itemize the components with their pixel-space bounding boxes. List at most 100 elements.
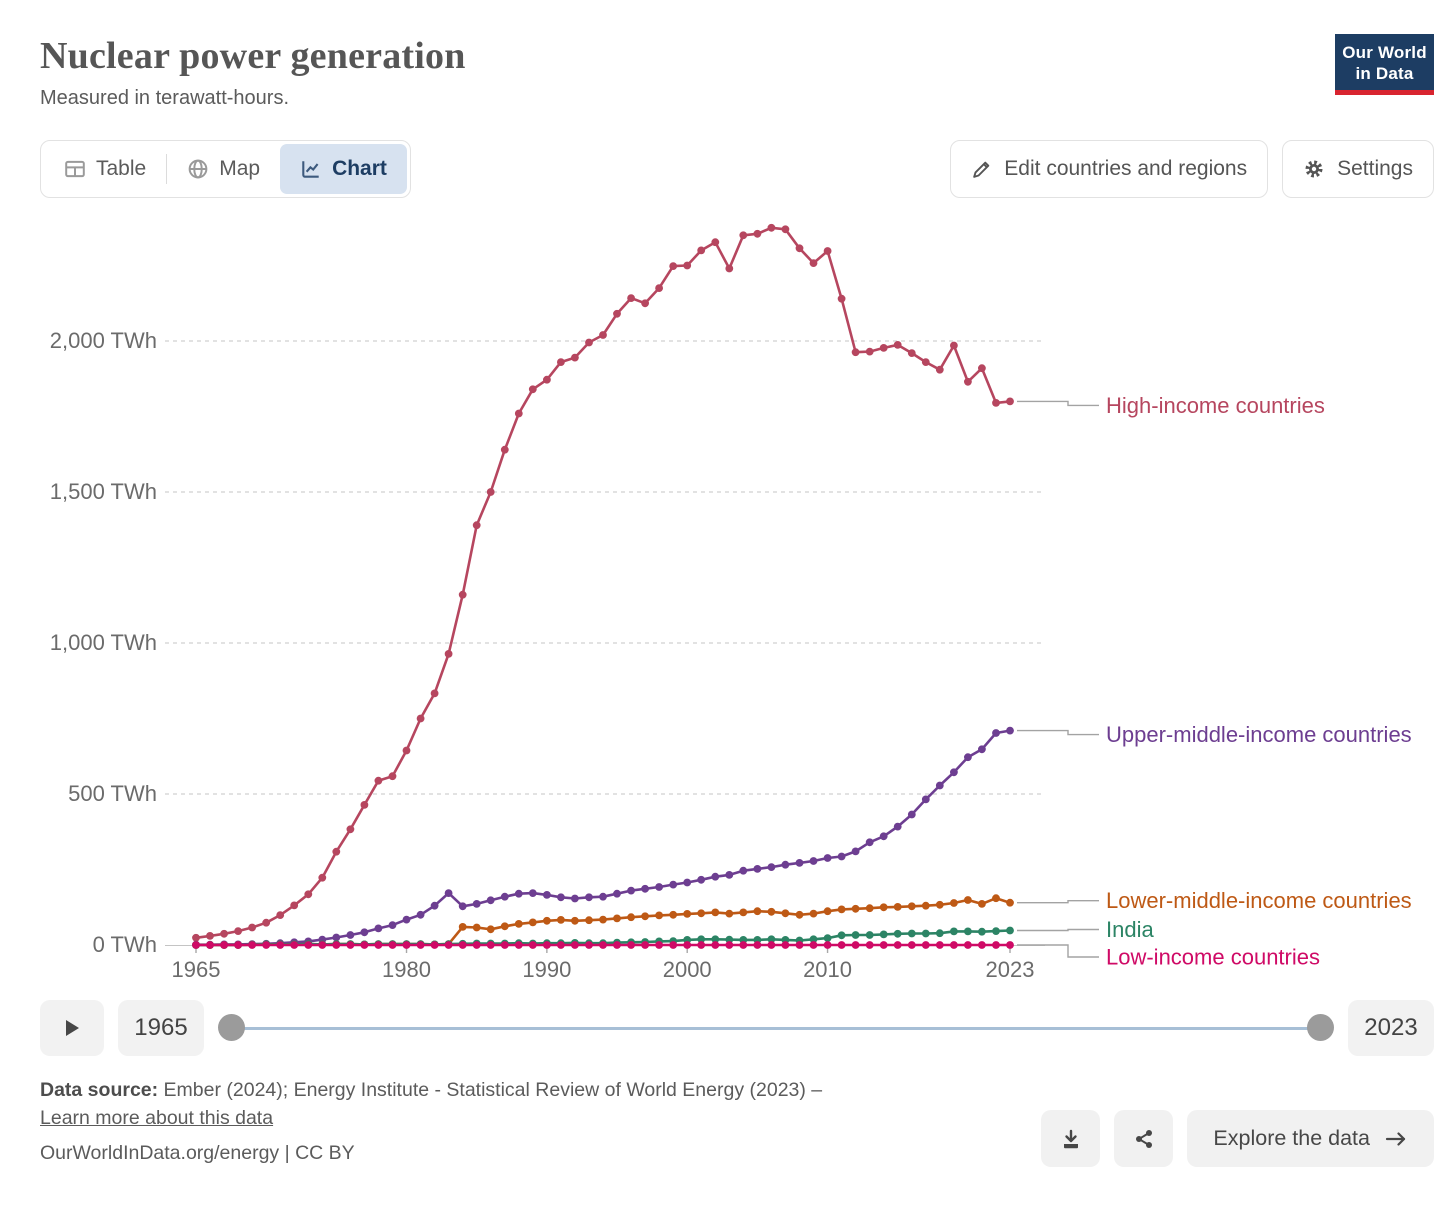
timeline-start-handle[interactable] — [218, 1014, 245, 1041]
series-point[interactable] — [402, 941, 411, 949]
series-point[interactable] — [458, 941, 467, 949]
tab-map[interactable]: Map — [167, 144, 280, 194]
series-point[interactable] — [486, 941, 495, 949]
series-point[interactable] — [388, 772, 397, 781]
series-point[interactable] — [528, 889, 537, 897]
series-point[interactable] — [346, 931, 355, 939]
series-point[interactable] — [753, 229, 762, 238]
series-point[interactable] — [528, 941, 537, 949]
series-point[interactable] — [192, 933, 200, 942]
series-point[interactable] — [767, 863, 776, 871]
series-point[interactable] — [613, 889, 621, 898]
series-point[interactable] — [964, 753, 972, 762]
series-point[interactable] — [641, 299, 649, 308]
series-point[interactable] — [290, 901, 299, 910]
series-point[interactable] — [248, 941, 256, 949]
series-point[interactable] — [1006, 397, 1014, 406]
series-point[interactable] — [739, 908, 748, 917]
timeline-slider-track[interactable] — [231, 1026, 1321, 1030]
series-point[interactable] — [697, 941, 706, 949]
chart-canvas[interactable]: 0 TWh 500 TWh 1,000 TWh 1,500 TWh 2,000 TWh 1… — [0, 210, 1456, 990]
series-point[interactable] — [627, 886, 635, 895]
series-point[interactable] — [851, 941, 860, 949]
series-point[interactable] — [907, 941, 916, 949]
series-point[interactable] — [599, 941, 607, 949]
download-button[interactable] — [1041, 1110, 1101, 1168]
series-point[interactable] — [879, 930, 888, 939]
series-point[interactable] — [865, 931, 874, 939]
series-point[interactable] — [879, 344, 888, 352]
explore-data-button[interactable]: Explore the data — [1187, 1110, 1434, 1168]
series-point[interactable] — [753, 865, 762, 873]
share-button[interactable] — [1114, 1110, 1174, 1168]
series-point[interactable] — [879, 903, 888, 912]
series-point[interactable] — [444, 941, 453, 949]
series-point[interactable] — [360, 941, 369, 949]
legend-label-4[interactable]: Low-income countries — [1106, 945, 1320, 970]
series-point[interactable] — [458, 590, 467, 599]
series-point[interactable] — [514, 889, 523, 898]
legend-label-0[interactable]: High-income countries — [1106, 393, 1325, 418]
series-point[interactable] — [500, 941, 509, 949]
series-point[interactable] — [851, 931, 860, 939]
timeline-end-handle[interactable] — [1307, 1014, 1334, 1041]
series-point[interactable] — [655, 941, 663, 949]
series-point[interactable] — [725, 941, 734, 949]
series-point[interactable] — [430, 901, 439, 910]
series-point[interactable] — [472, 923, 481, 932]
series-point[interactable] — [641, 884, 649, 893]
series-point[interactable] — [360, 928, 369, 937]
series-point[interactable] — [528, 385, 537, 394]
series-point[interactable] — [964, 896, 972, 904]
series-point[interactable] — [627, 913, 635, 922]
series-point[interactable] — [1006, 926, 1014, 935]
series-point[interactable] — [486, 488, 495, 496]
series-point[interactable] — [697, 246, 706, 255]
series-point[interactable] — [458, 923, 467, 931]
series-point[interactable] — [753, 907, 762, 916]
series-point[interactable] — [795, 941, 804, 949]
series-point[interactable] — [921, 901, 930, 910]
series-point[interactable] — [248, 923, 256, 932]
series-point[interactable] — [964, 927, 972, 936]
series-point[interactable] — [599, 915, 607, 924]
series-point[interactable] — [725, 935, 734, 944]
series-point[interactable] — [683, 878, 692, 887]
series-point[interactable] — [1006, 898, 1014, 907]
series-point[interactable] — [1006, 726, 1014, 735]
series-point[interactable] — [669, 262, 678, 270]
series-point[interactable] — [543, 941, 551, 949]
series-point[interactable] — [683, 910, 692, 918]
series-point[interactable] — [500, 922, 509, 931]
series-point[interactable] — [332, 933, 341, 942]
series-point[interactable] — [893, 341, 902, 349]
series-point[interactable] — [571, 941, 579, 949]
series-point[interactable] — [851, 348, 860, 357]
series-point[interactable] — [500, 892, 509, 901]
series-point[interactable] — [655, 883, 663, 891]
series-point[interactable] — [332, 941, 341, 949]
series-point[interactable] — [781, 225, 790, 234]
series-point[interactable] — [472, 521, 481, 530]
series-point[interactable] — [964, 377, 972, 386]
series-point[interactable] — [809, 259, 818, 267]
series-point[interactable] — [374, 924, 383, 933]
legend-label-3[interactable]: India — [1106, 917, 1154, 942]
series-point[interactable] — [879, 832, 888, 841]
series-point[interactable] — [514, 920, 523, 928]
series-point[interactable] — [725, 264, 734, 273]
series-point[interactable] — [276, 911, 285, 919]
series-point[interactable] — [865, 347, 874, 356]
series-point[interactable] — [360, 801, 369, 809]
series-point[interactable] — [262, 941, 271, 949]
series-point[interactable] — [262, 918, 271, 927]
series-point[interactable] — [711, 935, 720, 944]
series-point[interactable] — [992, 927, 1000, 935]
series-point[interactable] — [416, 941, 425, 949]
series-point[interactable] — [220, 929, 229, 938]
series-point[interactable] — [543, 375, 551, 384]
series-point[interactable] — [557, 916, 565, 924]
series-point[interactable] — [388, 921, 397, 929]
series-point[interactable] — [978, 927, 986, 936]
series-point[interactable] — [739, 231, 748, 240]
